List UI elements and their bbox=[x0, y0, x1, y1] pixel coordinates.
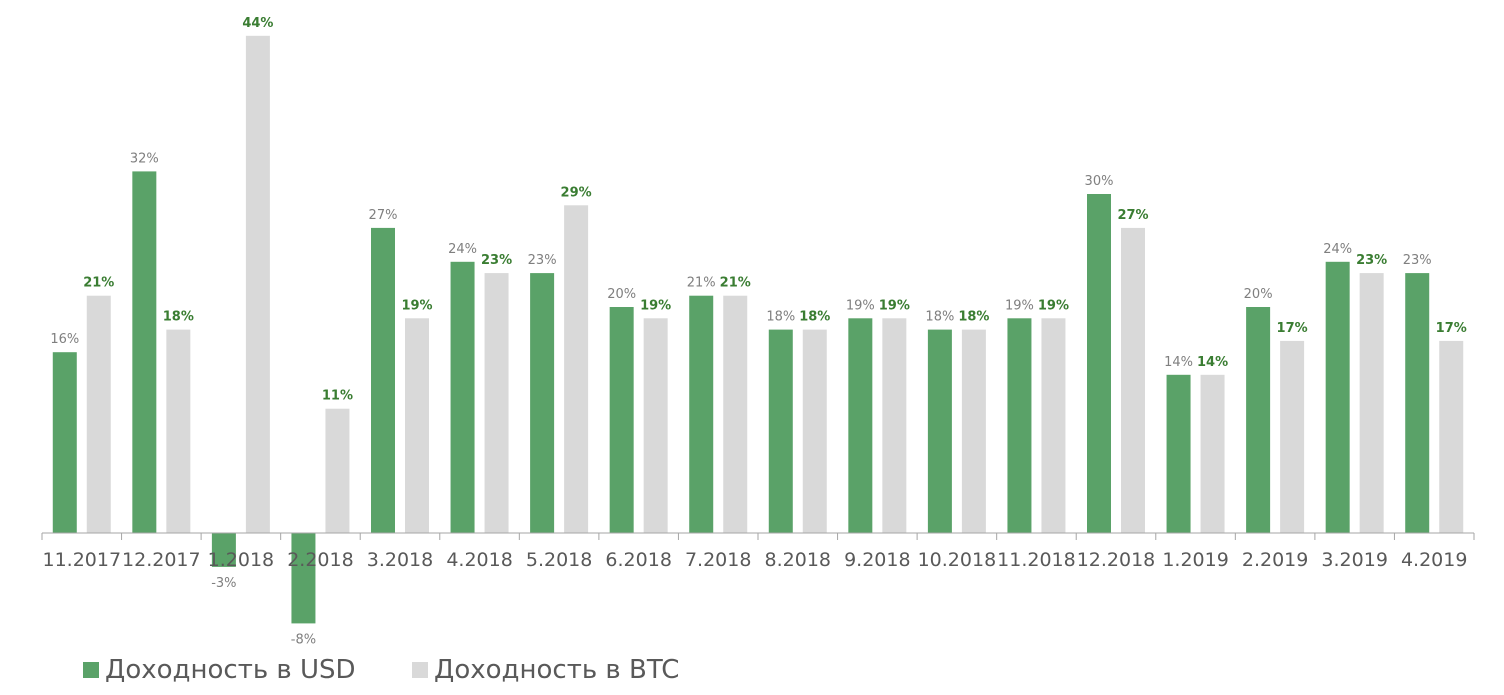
data-label-btc-2.2019: 17% bbox=[1277, 321, 1308, 336]
bar-usd-5.2018 bbox=[530, 273, 555, 533]
x-tick-label-10.2018: 10.2018 bbox=[918, 549, 997, 571]
data-label-btc-1.2019: 14% bbox=[1197, 355, 1228, 370]
data-label-usd-4.2019: 23% bbox=[1403, 253, 1432, 268]
data-label-usd-2.2018: -8% bbox=[291, 632, 316, 647]
data-label-usd-1.2018: -3% bbox=[211, 576, 236, 591]
x-tick-label-11.2018: 11.2018 bbox=[997, 549, 1076, 571]
data-label-usd-5.2018: 23% bbox=[528, 253, 557, 268]
bar-btc-2.2018 bbox=[325, 408, 350, 533]
data-label-btc-4.2018: 23% bbox=[481, 253, 512, 268]
x-tick-label-12.2018: 12.2018 bbox=[1077, 549, 1156, 571]
bar-btc-5.2018 bbox=[564, 205, 589, 534]
data-label-btc-1.2018: 44% bbox=[242, 16, 273, 31]
bar-btc-8.2018 bbox=[802, 329, 827, 533]
bar-usd-7.2018 bbox=[689, 295, 714, 533]
x-tick-label-7.2018: 7.2018 bbox=[685, 549, 751, 571]
bar-btc-6.2018 bbox=[643, 318, 668, 533]
x-tick-label-1.2019: 1.2019 bbox=[1162, 549, 1228, 571]
data-label-usd-2.2019: 20% bbox=[1244, 287, 1273, 302]
legend: Доходность в USD Доходность в BTC bbox=[0, 655, 1504, 691]
x-tick-label-4.2018: 4.2018 bbox=[446, 549, 512, 571]
x-tick-label-2.2018: 2.2018 bbox=[287, 549, 353, 571]
bar-usd-1.2019 bbox=[1166, 374, 1191, 533]
legend-swatch-usd bbox=[83, 662, 99, 678]
data-label-usd-11.2018: 19% bbox=[1005, 298, 1034, 313]
bar-usd-4.2019 bbox=[1405, 273, 1430, 533]
data-label-usd-9.2018: 19% bbox=[846, 298, 875, 313]
bar-usd-12.2018 bbox=[1087, 194, 1111, 533]
legend-item-btc: Доходность в BTC bbox=[412, 655, 679, 685]
bar-btc-3.2019 bbox=[1359, 273, 1384, 533]
x-tick-label-11.2017: 11.2017 bbox=[42, 549, 121, 571]
data-label-btc-12.2017: 18% bbox=[163, 310, 194, 325]
bar-btc-4.2018 bbox=[484, 273, 509, 533]
bar-usd-11.2017 bbox=[52, 352, 77, 533]
data-label-usd-11.2017: 16% bbox=[50, 332, 79, 347]
bar-btc-11.2018 bbox=[1041, 318, 1066, 533]
x-tick-label-3.2019: 3.2019 bbox=[1321, 549, 1387, 571]
bar-btc-9.2018 bbox=[882, 318, 907, 533]
x-tick-label-8.2018: 8.2018 bbox=[765, 549, 831, 571]
data-label-btc-11.2017: 21% bbox=[83, 276, 114, 291]
data-label-usd-3.2018: 27% bbox=[369, 208, 398, 223]
data-label-btc-4.2019: 17% bbox=[1436, 321, 1467, 336]
bar-btc-12.2017 bbox=[166, 329, 191, 533]
bar-usd-6.2018 bbox=[609, 307, 634, 533]
bar-btc-1.2019 bbox=[1200, 374, 1225, 533]
legend-label-btc: Доходность в BTC bbox=[434, 655, 680, 685]
bar-usd-2.2019 bbox=[1246, 307, 1271, 533]
bar-btc-11.2017 bbox=[86, 295, 111, 533]
data-label-usd-3.2019: 24% bbox=[1323, 242, 1352, 257]
bar-usd-3.2019 bbox=[1325, 261, 1350, 533]
data-label-usd-12.2018: 30% bbox=[1085, 174, 1114, 189]
data-label-usd-1.2019: 14% bbox=[1164, 355, 1193, 370]
data-label-btc-3.2019: 23% bbox=[1356, 253, 1387, 268]
data-label-btc-10.2018: 18% bbox=[958, 310, 989, 325]
x-tick-label-5.2018: 5.2018 bbox=[526, 549, 592, 571]
bar-btc-10.2018 bbox=[961, 329, 986, 533]
data-label-btc-6.2018: 19% bbox=[640, 298, 671, 313]
x-tick-label-12.2017: 12.2017 bbox=[122, 549, 201, 571]
legend-item-usd: Доходность в USD bbox=[83, 655, 356, 685]
data-label-btc-11.2018: 19% bbox=[1038, 298, 1069, 313]
bar-usd-4.2018 bbox=[450, 261, 475, 533]
data-label-btc-8.2018: 18% bbox=[799, 310, 830, 325]
bar-usd-1.2018 bbox=[211, 533, 236, 567]
bar-usd-2.2018 bbox=[291, 533, 316, 624]
bar-btc-2.2019 bbox=[1280, 340, 1305, 533]
data-label-btc-2.2018: 11% bbox=[322, 389, 353, 404]
data-label-usd-12.2017: 32% bbox=[130, 151, 159, 166]
data-label-btc-3.2018: 19% bbox=[401, 298, 432, 313]
x-tick-label-9.2018: 9.2018 bbox=[844, 549, 910, 571]
bar-usd-12.2017 bbox=[132, 171, 157, 533]
bar-chart: 16% 21% 32% 18% -3% 44% -8% 11% 27% 19% 24% 23% 23% 2… bbox=[41, 16, 1475, 647]
bar-btc-1.2018 bbox=[245, 35, 270, 534]
x-tick-label-1.2018: 1.2018 bbox=[208, 549, 274, 571]
x-tick-label-3.2018: 3.2018 bbox=[367, 549, 433, 571]
data-label-usd-7.2018: 21% bbox=[687, 276, 716, 291]
x-tick-label-6.2018: 6.2018 bbox=[605, 549, 671, 571]
data-label-btc-5.2018: 29% bbox=[561, 185, 592, 200]
data-label-btc-9.2018: 19% bbox=[879, 298, 910, 313]
bar-btc-3.2018 bbox=[405, 318, 429, 533]
data-label-usd-10.2018: 18% bbox=[925, 310, 954, 325]
bar-btc-4.2019 bbox=[1439, 340, 1464, 533]
data-label-btc-12.2018: 27% bbox=[1117, 208, 1148, 223]
legend-label-usd: Доходность в USD bbox=[105, 655, 356, 685]
data-label-usd-4.2018: 24% bbox=[448, 242, 477, 257]
x-tick-label-4.2019: 4.2019 bbox=[1401, 549, 1467, 571]
bar-usd-3.2018 bbox=[371, 227, 395, 533]
bar-usd-8.2018 bbox=[768, 329, 793, 533]
data-label-usd-8.2018: 18% bbox=[766, 310, 795, 325]
bar-usd-10.2018 bbox=[927, 329, 952, 533]
legend-swatch-btc bbox=[412, 662, 428, 678]
bar-usd-11.2018 bbox=[1007, 318, 1032, 533]
x-tick-label-2.2019: 2.2019 bbox=[1242, 549, 1308, 571]
data-label-btc-7.2018: 21% bbox=[720, 276, 751, 291]
data-label-usd-6.2018: 20% bbox=[607, 287, 636, 302]
bar-btc-7.2018 bbox=[723, 295, 748, 533]
bar-btc-12.2018 bbox=[1121, 227, 1145, 533]
bar-usd-9.2018 bbox=[848, 318, 873, 533]
